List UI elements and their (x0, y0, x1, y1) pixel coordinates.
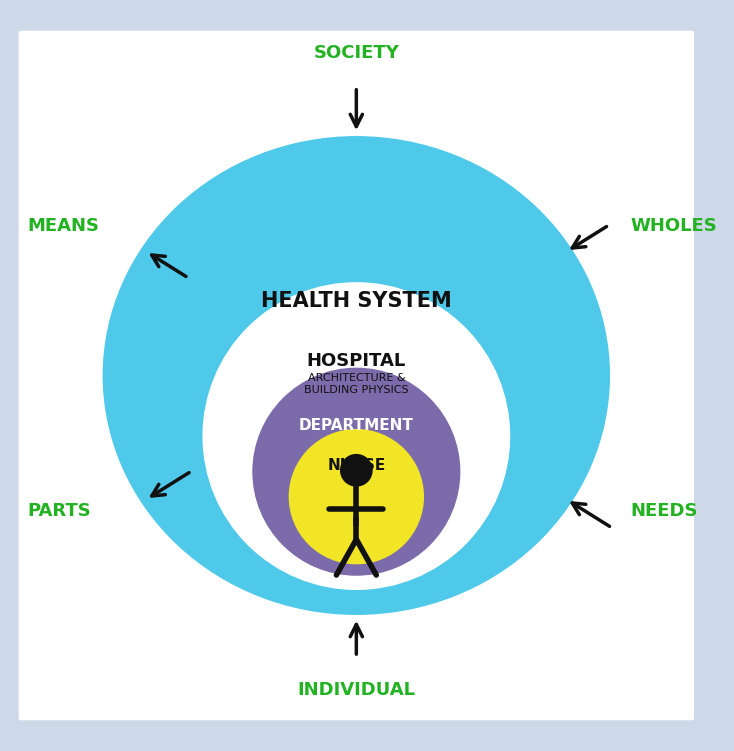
Text: NEEDS: NEEDS (631, 502, 698, 520)
Text: PARTS: PARTS (27, 502, 91, 520)
Text: WHOLES: WHOLES (631, 217, 717, 235)
Circle shape (289, 430, 424, 564)
Text: MEANS: MEANS (27, 217, 99, 235)
Text: DEPARTMENT: DEPARTMENT (299, 418, 414, 433)
Text: HOSPITAL: HOSPITAL (307, 352, 406, 370)
Ellipse shape (103, 137, 609, 614)
Text: ARCHITECTURE &
BUILDING PHYSICS: ARCHITECTURE & BUILDING PHYSICS (304, 373, 409, 395)
Text: HEALTH SYSTEM: HEALTH SYSTEM (261, 291, 451, 311)
Text: SOCIETY: SOCIETY (313, 44, 399, 62)
Text: INDIVIDUAL: INDIVIDUAL (297, 680, 415, 698)
Circle shape (253, 369, 459, 575)
Circle shape (203, 283, 509, 590)
Circle shape (341, 454, 372, 486)
Text: NURSE: NURSE (327, 458, 385, 473)
FancyBboxPatch shape (18, 30, 695, 721)
